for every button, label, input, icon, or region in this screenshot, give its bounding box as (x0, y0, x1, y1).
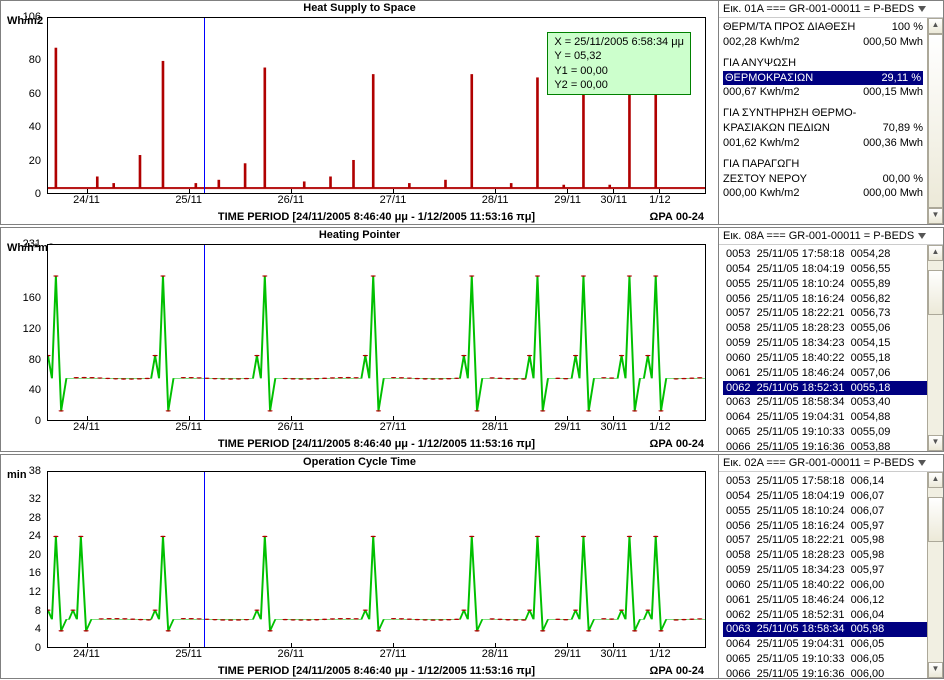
list-item[interactable]: 0066 25/11/05 19:16:36 0053,88 (723, 440, 941, 451)
side3-header: Εικ. 02Α === GR-001-00011 = P-BEDS (719, 455, 943, 472)
chart2-area[interactable]: Wh/h*m2 04080120160231 24/1125/1126/1127… (5, 242, 714, 451)
list-item[interactable]: 0056 25/11/05 18:16:24 005,97 (723, 519, 941, 534)
chart2-cursor[interactable] (204, 245, 205, 420)
chart3-area[interactable]: min 04812162024283238 24/1125/1126/1127/… (5, 469, 714, 678)
side2-body[interactable]: 0053 25/11/05 17:58:18 0054,28 0054 25/1… (719, 245, 943, 451)
side2-ref: Εικ. 08Α === GR-001-00011 = P-BEDS (723, 230, 914, 242)
list-item[interactable]: 0053 25/11/05 17:58:18 0054,28 (723, 247, 941, 262)
side3-body[interactable]: 0053 25/11/05 17:58:18 006,14 0054 25/11… (719, 472, 943, 678)
chart1-tooltip: X = 25/11/2005 6:58:34 μμY = 05,32Y1 = 0… (547, 32, 691, 95)
scroll-thumb[interactable] (928, 270, 943, 315)
chart2-xright: ΩΡΑ 00-24 (650, 438, 704, 450)
chart2-xlabel: TIME PERIOD [24/11/2005 8:46:40 μμ - 1/1… (47, 438, 706, 450)
panel-cycle-time: Operation Cycle Time min 048121620242832… (0, 454, 944, 679)
chart1-area[interactable]: Wh/m2 020406080106 X = 25/11/2005 6:58:3… (5, 15, 714, 224)
list-item[interactable]: 0064 25/11/05 19:04:31 006,05 (723, 637, 941, 652)
list-item[interactable]: 0054 25/11/05 18:04:19 0056,55 (723, 262, 941, 277)
list-item[interactable]: 0066 25/11/05 19:16:36 006,00 (723, 667, 941, 678)
chart3-xlabel: TIME PERIOD [24/11/2005 8:46:40 μμ - 1/1… (47, 665, 706, 677)
list-item[interactable]: 0058 25/11/05 18:28:23 0055,06 (723, 321, 941, 336)
chart-heating-pointer[interactable]: Heating Pointer Wh/h*m2 04080120160231 2… (1, 228, 719, 451)
scroll-track[interactable] (928, 261, 943, 435)
list-item[interactable]: 0065 25/11/05 19:10:33 006,05 (723, 652, 941, 667)
chart2-svg (48, 245, 705, 420)
list-item[interactable]: 0053 25/11/05 17:58:18 006,14 (723, 474, 941, 489)
chart3-xright: ΩΡΑ 00-24 (650, 665, 704, 677)
list-item[interactable]: 0063 25/11/05 18:58:34 005,98 (723, 622, 941, 637)
list-item[interactable]: 0064 25/11/05 19:04:31 0054,88 (723, 410, 941, 425)
side1-ref: Εικ. 01Α === GR-001-00011 = P-BEDS (723, 3, 914, 15)
side2-list[interactable]: 0053 25/11/05 17:58:18 0054,28 0054 25/1… (723, 247, 941, 451)
chart2-plot[interactable] (47, 244, 706, 421)
chart2-title: Heating Pointer (1, 228, 718, 242)
chart1-title: Heat Supply to Space (1, 1, 718, 15)
chart3-svg (48, 472, 705, 647)
chart2-yticks: 04080120160231 (5, 244, 45, 421)
list-item[interactable]: 0061 25/11/05 18:46:24 0057,06 (723, 366, 941, 381)
side1-body: ΘΕΡΜ/ΤΑ ΠΡΟΣ ΔΙΑΘΕΣΗ100 %002,28 Kwh/m200… (719, 18, 943, 224)
list-item[interactable]: 0062 25/11/05 18:52:31 006,04 (723, 608, 941, 623)
side-panel-3: Εικ. 02Α === GR-001-00011 = P-BEDS 0053 … (719, 455, 943, 678)
chart3-yticks: 04812162024283238 (5, 471, 45, 648)
side1-header: Εικ. 01Α === GR-001-00011 = P-BEDS (719, 1, 943, 18)
side2-header: Εικ. 08Α === GR-001-00011 = P-BEDS (719, 228, 943, 245)
list-item[interactable]: 0059 25/11/05 18:34:23 0054,15 (723, 336, 941, 351)
side-panel-1: Εικ. 01Α === GR-001-00011 = P-BEDS ΘΕΡΜ/… (719, 1, 943, 224)
chart1-plot[interactable]: X = 25/11/2005 6:58:34 μμY = 05,32Y1 = 0… (47, 17, 706, 194)
chart1-xticks: 24/1125/1126/1127/1128/1129/1130/111/12 (47, 194, 706, 208)
chart3-xticks: 24/1125/1126/1127/1128/1129/1130/111/12 (47, 648, 706, 662)
scroll-down-icon[interactable]: ▼ (928, 208, 943, 224)
scroll-up-icon[interactable]: ▲ (928, 245, 943, 261)
list-item[interactable]: 0060 25/11/05 18:40:22 0055,18 (723, 351, 941, 366)
side1-scrollbar[interactable]: ▲ ▼ (927, 18, 943, 224)
list-item[interactable]: 0057 25/11/05 18:22:21 005,98 (723, 533, 941, 548)
scroll-thumb[interactable] (928, 497, 943, 542)
chart2-xticks: 24/1125/1126/1127/1128/1129/1130/111/12 (47, 421, 706, 435)
chart-heat-supply[interactable]: Heat Supply to Space Wh/m2 020406080106 … (1, 1, 719, 224)
list-item[interactable]: 0061 25/11/05 18:46:24 006,12 (723, 593, 941, 608)
side-panel-2: Εικ. 08Α === GR-001-00011 = P-BEDS 0053 … (719, 228, 943, 451)
list-item[interactable]: 0062 25/11/05 18:52:31 0055,18 (723, 381, 941, 396)
scroll-down-icon[interactable]: ▼ (928, 662, 943, 678)
list-item[interactable]: 0063 25/11/05 18:58:34 0053,40 (723, 395, 941, 410)
list-item[interactable]: 0054 25/11/05 18:04:19 006,07 (723, 489, 941, 504)
list-item[interactable]: 0057 25/11/05 18:22:21 0056,73 (723, 306, 941, 321)
list-item[interactable]: 0065 25/11/05 19:10:33 0055,09 (723, 425, 941, 440)
chart-cycle-time[interactable]: Operation Cycle Time min 048121620242832… (1, 455, 719, 678)
scroll-up-icon[interactable]: ▲ (928, 18, 943, 34)
list-item[interactable]: 0058 25/11/05 18:28:23 005,98 (723, 548, 941, 563)
dropdown-icon[interactable] (918, 6, 926, 12)
scroll-down-icon[interactable]: ▼ (928, 435, 943, 451)
chart1-xlabel: TIME PERIOD [24/11/2005 8:46:40 μμ - 1/1… (47, 211, 706, 223)
list-item[interactable]: 0060 25/11/05 18:40:22 006,00 (723, 578, 941, 593)
scroll-thumb[interactable] (928, 34, 943, 208)
chart3-cursor[interactable] (204, 472, 205, 647)
dropdown-icon[interactable] (918, 233, 926, 239)
list-item[interactable]: 0055 25/11/05 18:10:24 0055,89 (723, 277, 941, 292)
side1-content: ΘΕΡΜ/ΤΑ ΠΡΟΣ ΔΙΑΘΕΣΗ100 %002,28 Kwh/m200… (723, 20, 941, 201)
chart1-cursor[interactable] (204, 18, 205, 193)
side3-scrollbar[interactable]: ▲ ▼ (927, 472, 943, 678)
scroll-track[interactable] (928, 488, 943, 662)
list-item[interactable]: 0059 25/11/05 18:34:23 005,97 (723, 563, 941, 578)
chart1-yticks: 020406080106 (5, 17, 45, 194)
chart3-plot[interactable] (47, 471, 706, 648)
side3-list[interactable]: 0053 25/11/05 17:58:18 006,14 0054 25/11… (723, 474, 941, 678)
chart1-xright: ΩΡΑ 00-24 (650, 211, 704, 223)
dropdown-icon[interactable] (918, 460, 926, 466)
panel-heat-supply: Heat Supply to Space Wh/m2 020406080106 … (0, 0, 944, 225)
list-item[interactable]: 0056 25/11/05 18:16:24 0056,82 (723, 292, 941, 307)
side3-ref: Εικ. 02Α === GR-001-00011 = P-BEDS (723, 457, 914, 469)
side2-scrollbar[interactable]: ▲ ▼ (927, 245, 943, 451)
panel-heating-pointer: Heating Pointer Wh/h*m2 04080120160231 2… (0, 227, 944, 452)
chart3-title: Operation Cycle Time (1, 455, 718, 469)
list-item[interactable]: 0055 25/11/05 18:10:24 006,07 (723, 504, 941, 519)
scroll-track[interactable] (928, 34, 943, 208)
scroll-up-icon[interactable]: ▲ (928, 472, 943, 488)
